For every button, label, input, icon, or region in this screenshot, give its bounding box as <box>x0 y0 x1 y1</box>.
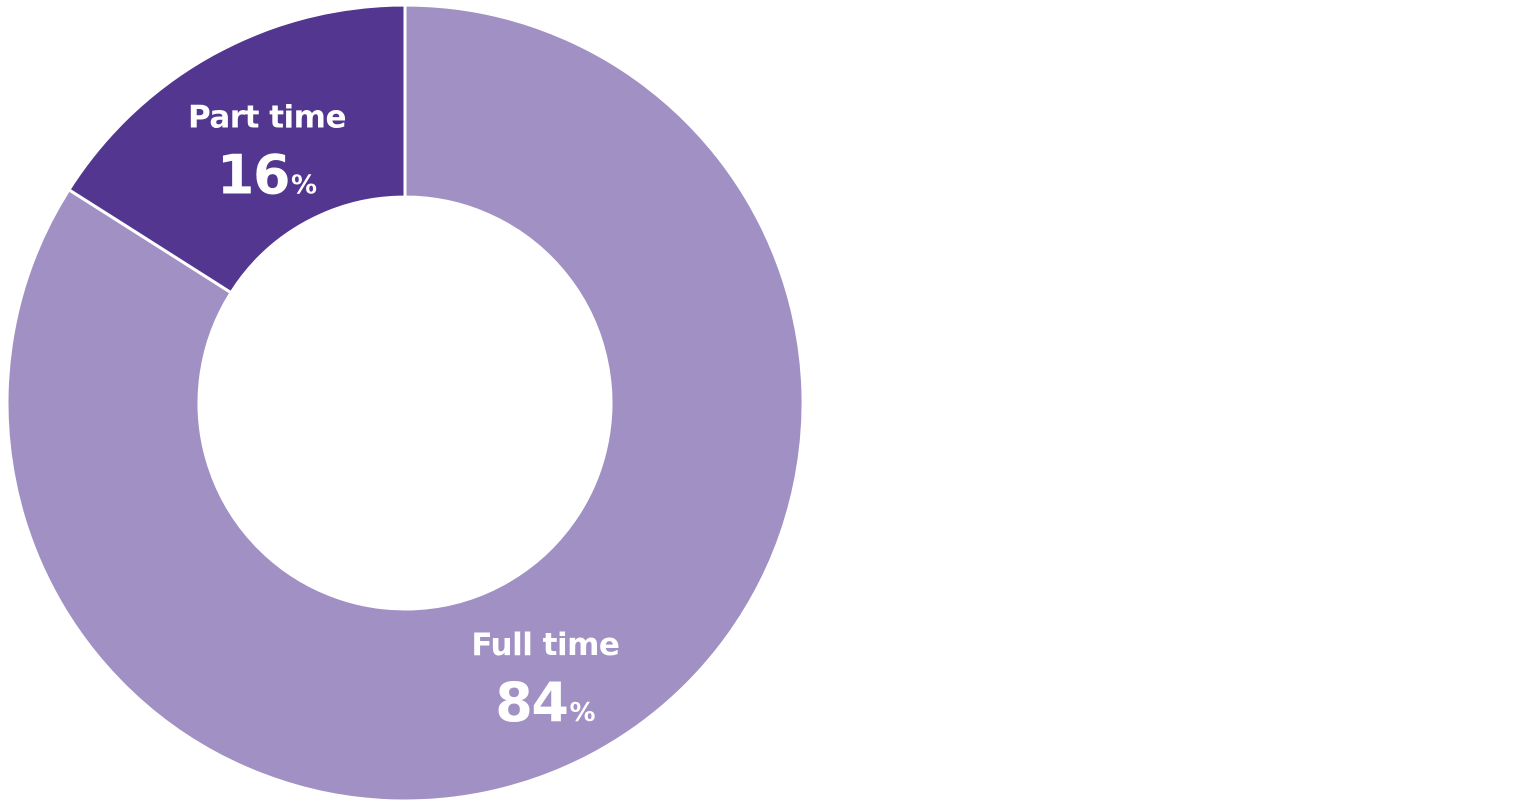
slice-part-time <box>66 3 407 295</box>
slice-value-part-time: 16% <box>217 144 317 207</box>
slice-label-part-time: Part time <box>188 100 346 136</box>
slice-value-full-time: 84% <box>495 671 595 734</box>
slice-value-number-part-time: 16 <box>217 144 289 207</box>
slice-value-unit-full-time: % <box>569 698 595 728</box>
labels-layer: Full time 84% Part time 16% <box>188 100 620 735</box>
slice-value-number-full-time: 84 <box>495 671 567 734</box>
slice-value-unit-part-time: % <box>291 171 317 201</box>
slices-layer <box>5 3 805 803</box>
slice-label-full-time: Full time <box>471 627 619 663</box>
slice-full-time <box>5 3 805 803</box>
